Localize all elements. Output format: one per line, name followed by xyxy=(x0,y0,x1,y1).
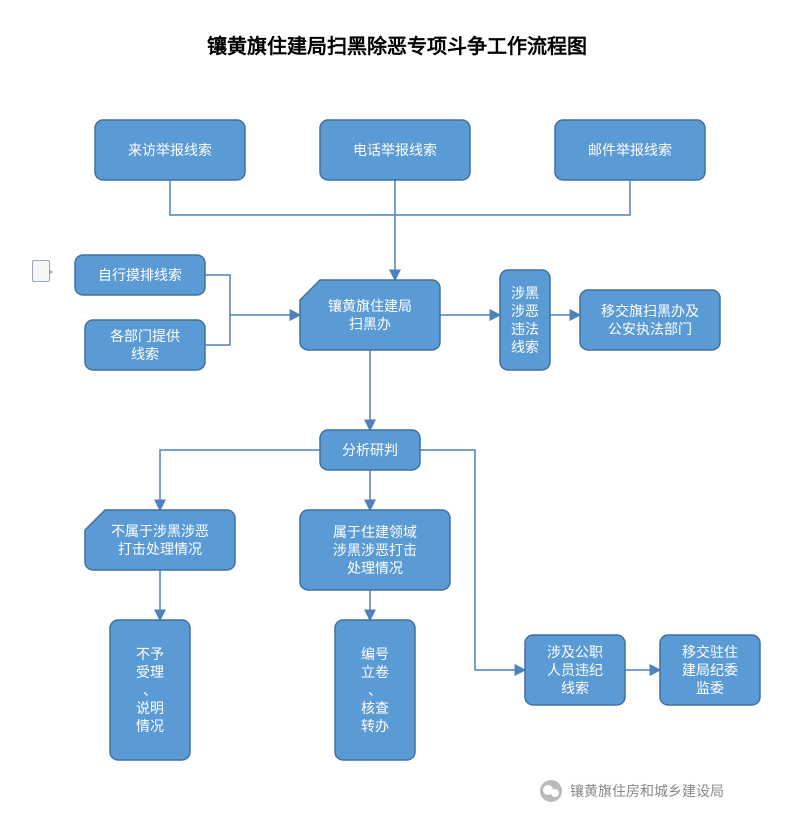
document-icon xyxy=(32,260,50,282)
flowchart-node-self: 自行摸排线索 xyxy=(75,255,205,295)
flowchart-edge-4 xyxy=(205,315,230,345)
flowchart-node-visit: 来访举报线索 xyxy=(95,120,245,180)
flowchart-node-reject: 不予 受理 、 说明 情况 xyxy=(110,620,190,760)
flowchart-node-phone: 电话举报线索 xyxy=(320,120,470,180)
flowchart-node-belong: 属于住建领域 涉黑涉恶打击 处理情况 xyxy=(300,510,450,590)
flowchart-node-transfer1: 移交旗扫黑办及 公安执法部门 xyxy=(580,290,720,350)
flowchart-node-transfer2: 移交驻住 建局纪委 监委 xyxy=(660,635,760,705)
flowchart-edge-9 xyxy=(160,450,320,510)
flowchart-canvas: 镶黄旗住建局扫黑除恶专项斗争工作流程图 来访举报线索 电话举报线索 邮件举报线索自行… xyxy=(0,0,794,825)
flowchart-node-official: 涉及公职 人员违纪 线索 xyxy=(525,635,625,705)
flowchart-node-notbelong: 不属于涉黑涉恶 打击处理情况 xyxy=(85,510,235,570)
flowchart-node-mail: 邮件举报线索 xyxy=(555,120,705,180)
flowchart-edge-3 xyxy=(205,275,300,315)
flowchart-node-office: 镶黄旗住建局 扫黑办 xyxy=(300,280,440,350)
flowchart-node-analyze: 分析研判 xyxy=(320,430,420,470)
wechat-icon xyxy=(540,780,562,802)
flowchart-node-dept: 各部门提供 线索 xyxy=(85,320,205,370)
wechat-account-name: 镶黄旗住房和城乡建设局 xyxy=(570,781,724,801)
flowchart-node-file: 编号 立卷 、 核查 转办 xyxy=(335,620,415,760)
flowchart-edge-0 xyxy=(170,180,630,215)
flowchart-title: 镶黄旗住建局扫黑除恶专项斗争工作流程图 xyxy=(0,30,794,59)
flowchart-node-black: 涉黑 涉恶 违法 线索 xyxy=(500,270,550,370)
wechat-footer: 镶黄旗住房和城乡建设局 xyxy=(540,780,724,802)
